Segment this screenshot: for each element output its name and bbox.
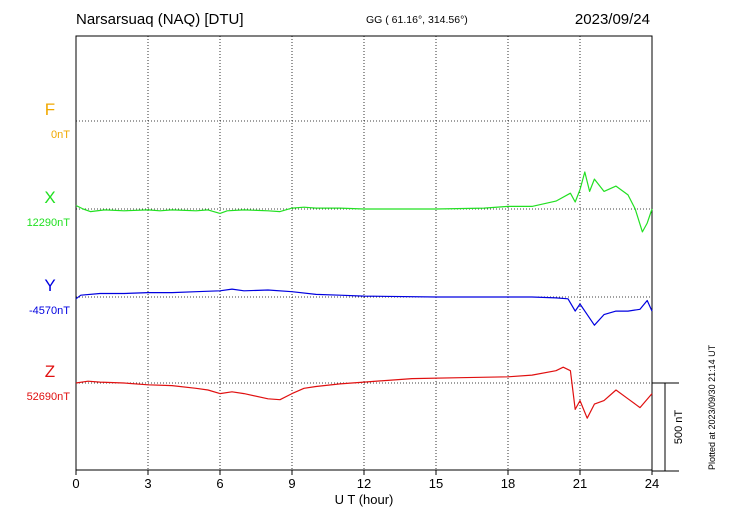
series-line-y <box>75 288 653 326</box>
channel-label-y: Y <box>44 276 55 295</box>
x-tick-label: 21 <box>573 476 587 491</box>
geographic-coordinates: GG ( 61.16°, 314.56°) <box>366 14 468 26</box>
channel-label-z: Z <box>45 362 55 381</box>
channel-series: F 0nT X 12290nT Y -4570nT Z 52690nT <box>27 100 653 419</box>
x-axis-ticks: 0 3 6 9 12 15 18 21 24 <box>72 470 659 491</box>
x-tick-label: 12 <box>357 476 371 491</box>
channel-baseline-y: -4570nT <box>29 305 70 317</box>
x-tick-label: 3 <box>144 476 151 491</box>
scale-bar-label: 500 nT <box>673 410 685 445</box>
plot-grid <box>76 36 652 470</box>
x-tick-label: 18 <box>501 476 515 491</box>
x-tick-label: 9 <box>288 476 295 491</box>
channel-baseline-z: 52690nT <box>27 391 71 403</box>
channel-baseline-f: 0nT <box>51 129 70 141</box>
x-axis-label: U T (hour) <box>335 492 394 507</box>
scale-bar: 500 nT <box>652 382 685 472</box>
channel-baseline-x: 12290nT <box>27 217 71 229</box>
x-tick-label: 0 <box>72 476 79 491</box>
plot-date: 2023/09/24 <box>574 11 650 28</box>
series-line-x <box>75 171 653 233</box>
x-tick-label: 24 <box>645 476 659 491</box>
station-title: Narsarsuaq (NAQ) [DTU] <box>76 11 244 28</box>
x-tick-label: 6 <box>216 476 223 491</box>
x-tick-label: 15 <box>429 476 443 491</box>
channel-label-f: F <box>45 100 55 119</box>
channel-label-x: X <box>44 188 55 207</box>
series-line-z <box>75 366 653 419</box>
